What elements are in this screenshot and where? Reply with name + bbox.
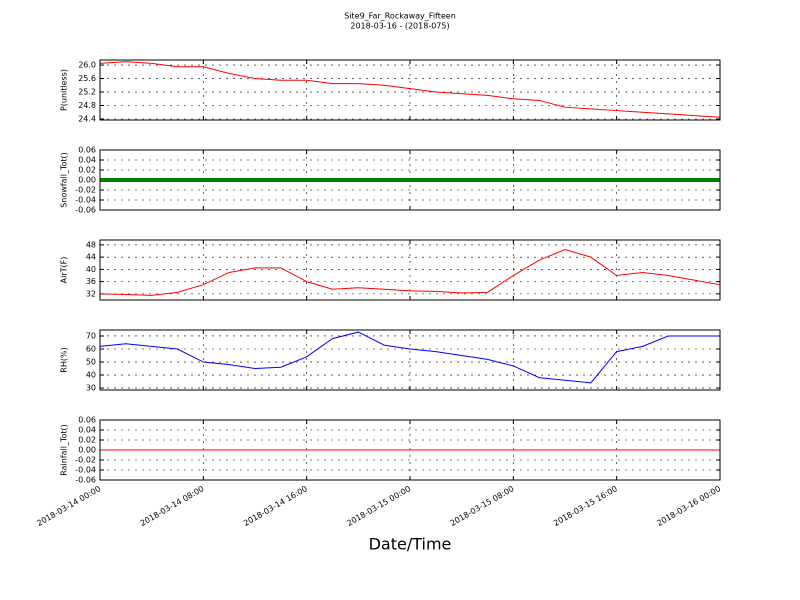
y-tick-label: 0.04 bbox=[78, 426, 96, 435]
y-tick-label: 70 bbox=[86, 331, 96, 340]
y-tick-label: -0.06 bbox=[75, 206, 96, 215]
x-axis-label: Date/Time bbox=[369, 535, 452, 554]
y-tick-label: -0.06 bbox=[75, 476, 96, 485]
y-axis-label: RH(%) bbox=[60, 347, 69, 372]
plot-frame bbox=[99, 239, 721, 301]
y-tick-label: 25.2 bbox=[78, 88, 96, 97]
x-tick-label: 2018-03-14 00:00 bbox=[35, 484, 102, 528]
y-tick-label: 30 bbox=[86, 384, 96, 393]
y-tick-label: 0.02 bbox=[78, 166, 96, 175]
plot-frame bbox=[99, 59, 721, 121]
y-tick-label: 40 bbox=[86, 371, 96, 380]
x-tick-label: 2018-03-14 16:00 bbox=[242, 484, 309, 528]
y-axis-label: AirT(F) bbox=[60, 257, 69, 284]
y-tick-label: 0.06 bbox=[78, 146, 96, 155]
y-tick-label: 26.0 bbox=[78, 61, 96, 70]
x-tick-label: 2018-03-16 00:00 bbox=[655, 484, 722, 528]
y-tick-label: -0.02 bbox=[75, 456, 96, 465]
y-tick-label: 0.00 bbox=[78, 176, 96, 185]
chart-title: Site9_Far_Rockaway_Fifteen bbox=[344, 12, 456, 21]
y-tick-label: 50 bbox=[86, 358, 96, 367]
x-tick-label: 2018-03-15 08:00 bbox=[449, 484, 516, 528]
y-tick-label: -0.04 bbox=[75, 196, 96, 205]
chart-subtitle: 2018-03-16 - (2018-075) bbox=[350, 22, 449, 31]
y-tick-label: -0.02 bbox=[75, 186, 96, 195]
y-tick-label: 25.6 bbox=[78, 74, 96, 83]
y-tick-label: 24.8 bbox=[78, 101, 96, 110]
y-tick-label: 44 bbox=[86, 253, 96, 262]
y-tick-label: 32 bbox=[86, 289, 96, 298]
plot-frame bbox=[99, 329, 721, 391]
y-tick-label: 0.00 bbox=[78, 446, 96, 455]
y-axis-label: P(unitless) bbox=[60, 69, 69, 111]
x-tick-label: 2018-03-14 08:00 bbox=[139, 484, 206, 528]
data-line bbox=[99, 248, 721, 296]
y-axis-label: Rainfall_Tot() bbox=[60, 424, 69, 476]
y-tick-label: 0.04 bbox=[78, 156, 96, 165]
plot-frame bbox=[99, 149, 721, 211]
y-tick-label: -0.04 bbox=[75, 466, 96, 475]
y-tick-label: 0.06 bbox=[78, 416, 96, 425]
y-tick-label: 24.4 bbox=[78, 114, 96, 123]
plot-frame bbox=[99, 419, 721, 481]
x-tick-label: 2018-03-15 16:00 bbox=[552, 484, 619, 528]
x-tick-label: 2018-03-15 00:00 bbox=[345, 484, 412, 528]
data-line bbox=[99, 61, 721, 118]
y-tick-label: 60 bbox=[86, 345, 96, 354]
y-tick-label: 48 bbox=[86, 240, 96, 249]
y-tick-label: 36 bbox=[86, 277, 96, 286]
y-tick-label: 0.02 bbox=[78, 436, 96, 445]
y-axis-label: Snowfall_Tot() bbox=[60, 152, 69, 208]
y-tick-label: 40 bbox=[86, 265, 96, 274]
data-line bbox=[99, 331, 720, 384]
